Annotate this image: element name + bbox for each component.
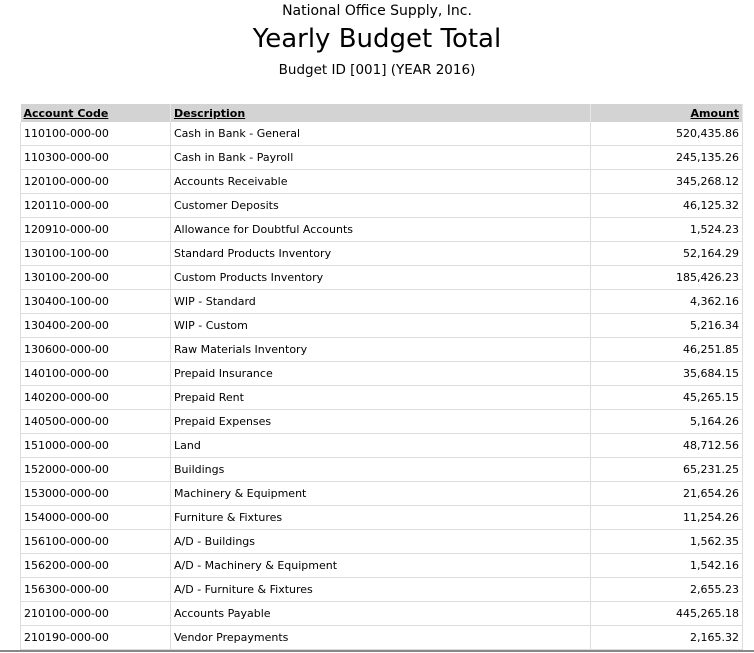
description: Vendor Prepayments [170,625,591,650]
amount: 2,165.32 [590,625,743,650]
amount: 520,435.86 [590,122,743,146]
account-code: 120110-000-00 [20,193,171,218]
account-code: 110300-000-00 [20,145,171,170]
amount: 46,125.32 [590,193,743,218]
amount: 1,562.35 [590,529,743,554]
description: Raw Materials Inventory [170,337,591,362]
amount: 65,231.25 [590,457,743,482]
account-code: 156300-000-00 [20,577,171,602]
table-row: 130100-200-00 Custom Products Inventory 18… [20,265,743,290]
header-row: Account Code Description Amount [20,104,743,122]
account-code: 156100-000-00 [20,529,171,554]
amount: 46,251.85 [590,337,743,362]
amount: 48,712.56 [590,433,743,458]
description: Customer Deposits [170,193,591,218]
account-code: 130600-000-00 [20,337,171,362]
account-code: 154000-000-00 [20,505,171,530]
table-row: 140100-000-00 Prepaid Insurance 35,684.15 [20,361,743,386]
description: Accounts Receivable [170,169,591,194]
account-code: 130100-100-00 [20,241,171,266]
report-subtitle: Budget ID [001] (YEAR 2016) [278,62,476,78]
description: Prepaid Rent [170,385,591,410]
description: Buildings [170,457,591,482]
column-header: Account Code [20,104,171,122]
amount: 2,655.23 [590,577,743,602]
description: Allowance for Doubtful Accounts [170,217,591,242]
amount: 5,164.26 [590,409,743,434]
report-title: Yearly Budget Total [252,24,502,54]
description: A/D - Buildings [170,529,591,554]
table-row: 156100-000-00 A/D - Buildings 1,562.35 [20,529,743,554]
description: Furniture & Fixtures [170,505,591,530]
amount: 35,684.15 [590,361,743,386]
account-code: 151000-000-00 [20,433,171,458]
account-code: 130400-100-00 [20,289,171,314]
amount: 45,265.15 [590,385,743,410]
account-code: 140500-000-00 [20,409,171,434]
account-code: 140200-000-00 [20,385,171,410]
column-header: Amount [590,104,743,122]
table-row: 210100-000-00 Accounts Payable 445,265.18 [20,601,743,626]
amount: 5,216.34 [590,313,743,338]
table-row: 140500-000-00 Prepaid Expenses 5,164.26 [20,409,743,434]
description: WIP - Custom [170,313,591,338]
table-row: 130400-200-00 WIP - Custom 5,216.34 [20,313,743,338]
account-code: 120100-000-00 [20,169,171,194]
amount: 445,265.18 [590,601,743,626]
description: WIP - Standard [170,289,591,314]
amount: 4,362.16 [590,289,743,314]
account-code: 210100-000-00 [20,601,171,626]
description: A/D - Furniture & Fixtures [170,577,591,602]
account-code: 210190-000-00 [20,625,171,650]
amount: 11,254.26 [590,505,743,530]
table-row: 130600-000-00 Raw Materials Inventory 46,2… [20,337,743,362]
description: Custom Products Inventory [170,265,591,290]
amount: 245,135.26 [590,145,743,170]
table-row: 110100-000-00 Cash in Bank - General 520,4… [20,122,743,146]
account-code: 156200-000-00 [20,553,171,578]
description: Cash in Bank - General [170,122,591,146]
account-code: 152000-000-00 [20,457,171,482]
company-name: National Office Supply, Inc. [282,3,472,19]
table-row: 156300-000-00 A/D - Furniture & Fixtures 2… [20,577,743,602]
amount: 21,654.26 [590,481,743,506]
amount: 1,542.16 [590,553,743,578]
table-row: 120110-000-00 Customer Deposits 46,125.32 [20,193,743,218]
amount: 52,164.29 [590,241,743,266]
table-row: 154000-000-00 Furniture & Fixtures 11,254.… [20,505,743,530]
table-row: 120910-000-00 Allowance for Doubtful Acco… [20,217,743,242]
account-code: 140100-000-00 [20,361,171,386]
amount: 185,426.23 [590,265,743,290]
amount: 1,524.23 [590,217,743,242]
account-code: 130400-200-00 [20,313,171,338]
description: Standard Products Inventory [170,241,591,266]
amount: 345,268.12 [590,169,743,194]
account-code: 153000-000-00 [20,481,171,506]
description: A/D - Machinery & Equipment [170,553,591,578]
account-code: 130100-200-00 [20,265,171,290]
page-bottom-rule [0,650,754,652]
description: Prepaid Insurance [170,361,591,386]
description: Prepaid Expenses [170,409,591,434]
table-row: 140200-000-00 Prepaid Rent 45,265.15 [20,385,743,410]
table-row: 151000-000-00 Land 48,712.56 [20,433,743,458]
account-code: 110100-000-00 [20,122,171,146]
table-row: 210190-000-00 Vendor Prepayments 2,165.32 [20,625,743,650]
table-row: 110300-000-00 Cash in Bank - Payroll 245,1… [20,145,743,170]
table-row: 153000-000-00 Machinery & Equipment 21,654… [20,481,743,506]
table-body: 110100-000-00 Cash in Bank - General 520,4… [20,122,743,650]
column-header: Description [170,104,591,122]
table-row: 130100-100-00 Standard Products Inventory… [20,241,743,266]
description: Machinery & Equipment [170,481,591,506]
budget-table: Account Code Description Amount 110100-000… [20,104,743,650]
table-row: 156200-000-00 A/D - Machinery & Equipment… [20,553,743,578]
table-row: 152000-000-00 Buildings 65,231.25 [20,457,743,482]
table-row: 130400-100-00 WIP - Standard 4,362.16 [20,289,743,314]
description: Accounts Payable [170,601,591,626]
description: Land [170,433,591,458]
description: Cash in Bank - Payroll [170,145,591,170]
table-row: 120100-000-00 Accounts Receivable 345,268.… [20,169,743,194]
account-code: 120910-000-00 [20,217,171,242]
